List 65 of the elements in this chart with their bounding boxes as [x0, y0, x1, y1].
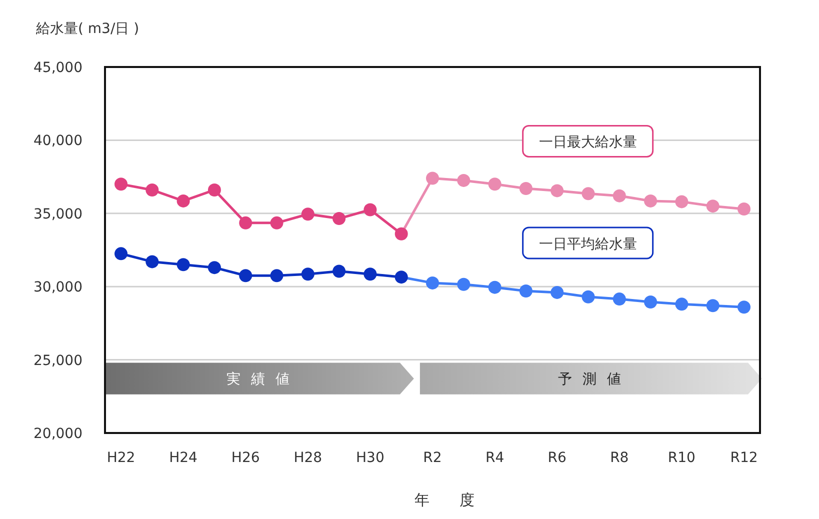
point: [706, 200, 720, 213]
x-tick-label: H28: [294, 450, 322, 466]
point: [176, 194, 190, 208]
annotation: 予 測 値: [558, 372, 624, 388]
point: [488, 280, 502, 294]
point: [738, 202, 750, 216]
point: [176, 258, 190, 272]
point: [675, 195, 688, 208]
point: [114, 178, 128, 191]
point: [208, 183, 221, 196]
point: [146, 255, 159, 268]
point: [582, 187, 595, 200]
point: [612, 292, 626, 306]
y-tick-label: 20,000: [34, 426, 82, 442]
annotation: 実 績 値: [226, 372, 292, 388]
point: [550, 184, 564, 198]
y-axis-title: 給水量( m3/日 ): [35, 21, 140, 37]
text: 一日最大給水量: [538, 134, 637, 151]
x-tick-label: R2: [423, 450, 442, 466]
x-tick-label: H26: [231, 450, 260, 466]
point: [738, 300, 750, 314]
x-tick-label: H22: [106, 450, 136, 466]
x-tick-label: R10: [668, 450, 696, 466]
y-tick-label: 30,000: [34, 280, 82, 296]
point: [301, 268, 314, 281]
point: [332, 212, 346, 226]
x-tick-label: R8: [610, 450, 629, 466]
x-tick-label: R6: [548, 450, 567, 466]
point: [426, 276, 439, 290]
point: [332, 264, 346, 278]
point: [301, 208, 314, 221]
y-tick-label: 40,000: [34, 133, 82, 150]
y-tick-label: 25,000: [34, 352, 82, 369]
y-tick-label: 45,000: [34, 60, 82, 76]
point: [582, 290, 595, 304]
point: [519, 182, 532, 196]
x-axis-title: 年 度: [414, 491, 474, 509]
point: [644, 295, 658, 308]
point: [270, 216, 284, 230]
point: [644, 194, 658, 208]
x-tick-label: H30: [356, 450, 384, 466]
point: [270, 269, 284, 282]
point: [457, 174, 470, 187]
x-tick-label: R4: [485, 450, 504, 466]
point: [239, 269, 252, 282]
point: [706, 299, 720, 312]
point: [208, 261, 221, 274]
y-tick-label: 35,000: [34, 206, 82, 222]
point: [394, 270, 408, 284]
point: [239, 216, 252, 230]
point: [114, 247, 128, 260]
point: [364, 268, 377, 281]
text: 一日平均給水量: [538, 236, 637, 252]
point: [457, 278, 470, 291]
point: [675, 298, 688, 311]
point: [426, 172, 439, 185]
x-tick-label: H24: [169, 450, 198, 466]
point: [488, 178, 502, 191]
point: [146, 183, 159, 196]
point: [519, 284, 532, 298]
point: [612, 189, 626, 202]
point: [364, 203, 377, 216]
x-tick-label: R12: [730, 450, 758, 466]
point: [550, 286, 564, 299]
point: [394, 227, 408, 240]
